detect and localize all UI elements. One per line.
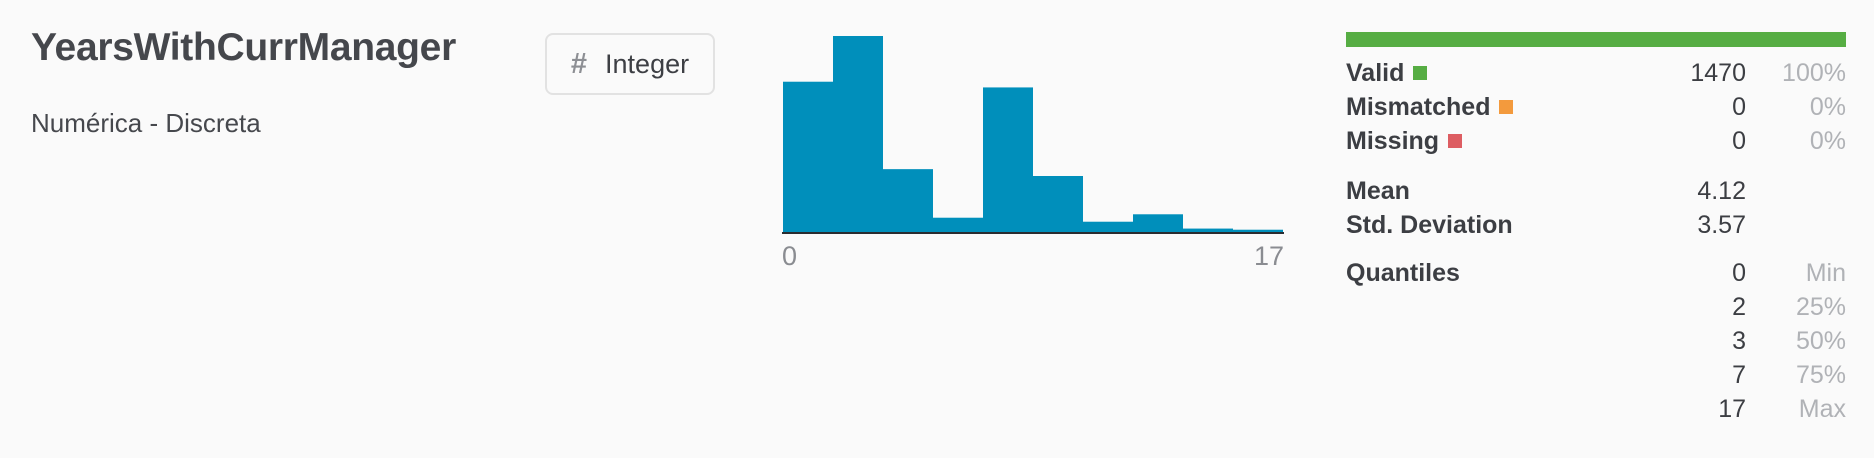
type-badge[interactable]: # Integer [545,33,715,95]
missing-row: Missing 0 0% [1346,127,1846,161]
missing-pct: 0% [1809,127,1846,155]
quantiles-label: Quantiles [1346,259,1460,287]
quantiles-row: Quantiles 0 Min [1346,259,1846,293]
hash-icon: # [570,47,588,80]
quantile-row: 17 Max [1346,395,1846,429]
mismatched-pct: 0% [1809,93,1846,121]
mean-row: Mean 4.12 [1346,177,1846,211]
quantile-50-label: 50% [1795,327,1846,355]
histogram-bar[interactable] [783,81,833,232]
quantile-row: 2 25% [1346,293,1846,327]
valid-label: Valid [1346,59,1405,87]
mismatched-label: Mismatched [1346,93,1491,121]
stats-panel: Valid 1470 100% Mismatched 0 0% Missing … [1346,32,1846,429]
column-name: YearsWithCurrManager [31,26,456,69]
quantile-min-label: Min [1805,259,1846,287]
histogram-bar[interactable] [1233,229,1283,232]
histogram-bar[interactable] [983,87,1033,232]
quantile-75-label: 75% [1795,361,1846,389]
histogram-bar[interactable] [933,217,983,232]
mismatched-square-icon [1499,100,1514,114]
histogram: 0 17 [780,26,1286,276]
quantile-row: 7 75% [1346,361,1846,395]
valid-square-icon [1413,66,1428,80]
quantile-max-label: Max [1798,395,1846,423]
quantile-75-value: 7 [1732,361,1746,389]
mean-value: 4.12 [1697,177,1746,205]
histogram-bar[interactable] [1033,176,1083,232]
valid-pct: 100% [1782,59,1846,87]
quantile-50-value: 3 [1732,327,1746,355]
mean-label: Mean [1346,177,1410,205]
column-header: YearsWithCurrManager Numérica - Discreta [31,26,456,139]
x-tick-label-max: 17 [1254,241,1284,271]
mismatched-value: 0 [1732,93,1746,121]
std-label: Std. Deviation [1346,211,1513,239]
quantile-max-value: 17 [1718,395,1746,423]
histogram-chart: 0 17 [782,36,1284,271]
histogram-bar[interactable] [833,36,883,232]
quantile-min-value: 0 [1732,259,1746,287]
quantile-row: 3 50% [1346,327,1846,361]
valid-value: 1470 [1690,59,1746,87]
missing-label: Missing [1346,127,1440,155]
std-row: Std. Deviation 3.57 [1346,211,1846,245]
histogram-bar[interactable] [883,169,933,232]
x-tick-label-min: 0 [782,241,797,271]
column-kind: Numérica - Discreta [31,108,261,138]
valid-row: Valid 1470 100% [1346,59,1846,93]
std-value: 3.57 [1697,211,1746,239]
mismatched-row: Mismatched 0 0% [1346,93,1846,127]
quantile-25-value: 2 [1732,293,1746,321]
histogram-bar[interactable] [1183,228,1233,232]
type-label: Integer [605,48,690,79]
histogram-bar[interactable] [1133,214,1183,232]
quantile-25-label: 25% [1795,293,1846,321]
missing-value: 0 [1732,127,1746,155]
missing-square-icon [1448,134,1463,148]
histogram-bar[interactable] [1083,221,1133,232]
valid-bar [1346,32,1846,47]
